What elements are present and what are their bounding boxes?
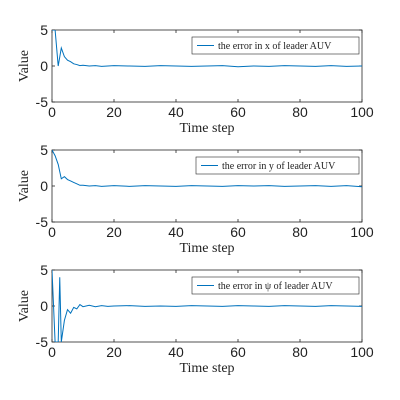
x-tick-label: 60 [230,344,246,360]
x-tick-label: 80 [292,224,308,240]
x-tick-label: 60 [230,104,246,120]
y-axis-label: Value [17,50,32,82]
x-tick-label: 80 [292,104,308,120]
x-tick-label: 20 [106,224,122,240]
legend: the error in x of leader AUV [191,36,360,55]
series-line [52,270,362,342]
y-tick-label: 0 [40,178,48,194]
x-axis-label: Time step [179,121,234,136]
y-tick-label: 5 [40,142,48,158]
x-tick-label: 0 [48,224,56,240]
x-tick-label: 60 [230,224,246,240]
legend: the error in y of leader AUV [195,156,360,175]
legend-box [191,36,360,55]
legend-label: the error in x of leader AUV [218,41,332,52]
y-tick-label: -5 [36,334,49,350]
series-line [52,30,362,68]
x-tick-label: 0 [48,344,56,360]
legend-box [195,156,360,175]
x-tick-label: 40 [168,104,184,120]
y-tick-label: 0 [40,298,48,314]
x-axis-label: Time step [179,361,234,376]
y-tick-label: 5 [40,22,48,38]
x-tick-label: 20 [106,104,122,120]
x-tick-label: 20 [106,344,122,360]
legend: the error in ψ of leader AUV [191,276,360,295]
x-tick-label: 100 [350,224,374,240]
x-tick-label: 100 [350,104,374,120]
y-tick-label: -5 [36,94,49,110]
y-tick-label: -5 [36,214,49,230]
legend-label: the error in y of leader AUV [222,161,336,172]
y-tick-label: 0 [40,58,48,74]
y-axis-label: Value [17,290,32,322]
x-tick-label: 100 [350,344,374,360]
x-tick-label: 0 [48,104,56,120]
x-axis-label: Time step [179,241,234,256]
legend-label: the error in ψ of leader AUV [218,281,333,292]
x-tick-label: 80 [292,344,308,360]
series-line [52,150,362,188]
x-tick-label: 40 [168,344,184,360]
y-axis-label: Value [17,170,32,202]
legend-box [191,276,360,295]
y-tick-label: 5 [40,262,48,278]
x-tick-label: 40 [168,224,184,240]
